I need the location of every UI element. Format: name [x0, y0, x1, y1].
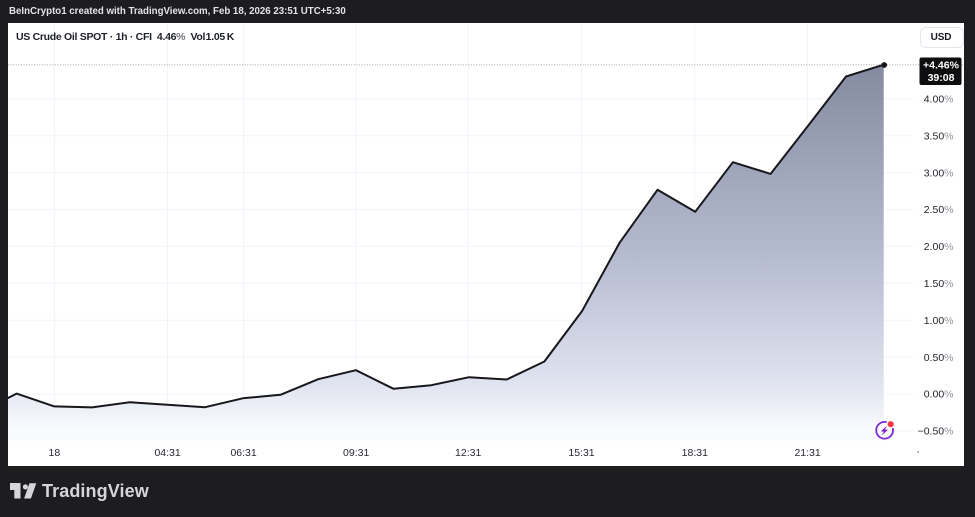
svg-text:2.00%: 2.00%: [924, 241, 954, 253]
svg-text:4.00%: 4.00%: [924, 94, 954, 106]
svg-text:12:31: 12:31: [455, 447, 481, 459]
svg-text:15:31: 15:31: [568, 447, 594, 459]
svg-text:+4.46%: +4.46%: [923, 60, 960, 72]
svg-text:39:08: 39:08: [928, 72, 955, 84]
svg-text:0.00%: 0.00%: [924, 389, 954, 401]
svg-text:06:31: 06:31: [230, 447, 256, 459]
svg-text:18: 18: [49, 447, 61, 459]
svg-text:−0.50%: −0.50%: [918, 426, 954, 438]
svg-text:1.50%: 1.50%: [924, 278, 954, 290]
svg-text:0.50%: 0.50%: [924, 352, 954, 364]
svg-text:18:31: 18:31: [682, 447, 708, 459]
svg-text:04:31: 04:31: [154, 447, 180, 459]
svg-text:3.00%: 3.00%: [924, 167, 954, 179]
svg-text:1.00%: 1.00%: [924, 315, 954, 327]
svg-text:09:31: 09:31: [343, 447, 369, 459]
svg-text:21:31: 21:31: [794, 447, 820, 459]
svg-text:2.50%: 2.50%: [924, 204, 954, 216]
svg-text:3.50%: 3.50%: [924, 130, 954, 142]
